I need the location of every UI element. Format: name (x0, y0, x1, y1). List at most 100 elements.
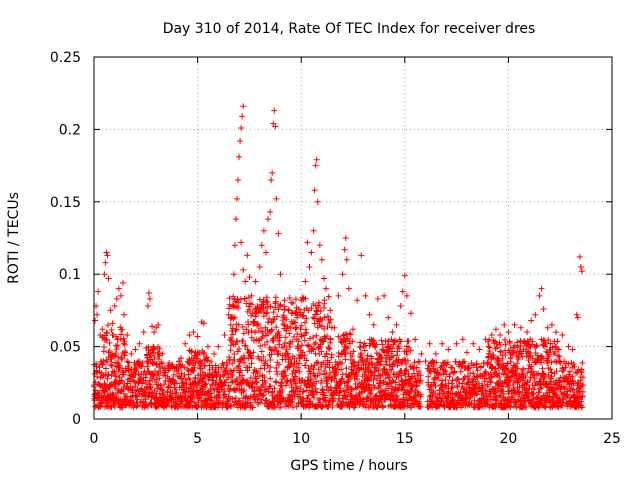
dense-data-band (90, 293, 587, 411)
dense-point-914 (228, 334, 235, 341)
data-point-71 (269, 169, 276, 176)
dense-point-929 (230, 315, 237, 322)
dense-point-2338 (417, 372, 424, 379)
dense-point-2132 (388, 383, 395, 390)
dense-point-801 (209, 364, 216, 371)
data-point-25 (145, 290, 152, 297)
dense-point-2620 (472, 385, 479, 392)
dense-point-2043 (376, 361, 383, 368)
dense-point-2207 (398, 372, 405, 379)
dense-point-1063 (247, 350, 254, 357)
dense-point-1822 (347, 331, 354, 338)
dense-point-2109 (385, 374, 392, 381)
data-point-103 (345, 285, 352, 292)
dense-point-2980 (522, 374, 529, 381)
dense-point-1136 (257, 343, 264, 350)
dense-point-390 (148, 400, 155, 407)
dense-point-834 (215, 388, 222, 395)
dense-point-1616 (319, 337, 326, 344)
data-point-24 (144, 303, 151, 310)
dense-point-2246 (403, 366, 410, 373)
dense-point-2759 (494, 344, 501, 351)
dense-point-2789 (497, 393, 504, 400)
data-point-137 (505, 329, 512, 336)
dense-point-588 (179, 379, 186, 386)
data-point-2 (94, 311, 101, 318)
dense-point-1191 (263, 294, 270, 301)
dense-point-1339 (283, 372, 290, 379)
dense-point-384 (147, 383, 154, 390)
data-point-140 (524, 329, 531, 336)
dense-point-1303 (278, 379, 285, 386)
data-point-6 (101, 271, 108, 278)
dense-point-1685 (328, 354, 335, 361)
data-point-76 (275, 230, 282, 237)
dense-point-2732 (490, 352, 497, 359)
data-point-70 (268, 177, 275, 184)
dense-point-1189 (264, 309, 271, 316)
dense-point-1782 (342, 356, 349, 363)
axes: 0 5 10 15 20 25 0 0.05 0.1 0.15 0.2 0.25 (50, 50, 621, 447)
dense-point-1220 (268, 327, 275, 334)
dense-point-1065 (247, 399, 254, 406)
dense-point-77 (102, 365, 109, 372)
data-point-145 (540, 305, 547, 312)
dense-point-2714 (487, 379, 494, 386)
dense-point-2107 (385, 385, 392, 392)
dense-point-1526 (307, 370, 314, 377)
dense-point-1376 (288, 360, 295, 367)
dense-point-2605 (470, 370, 477, 377)
dense-point-2623 (473, 381, 480, 388)
dense-point-2916 (514, 365, 521, 372)
data-point-92 (316, 242, 323, 249)
dense-point-1467 (299, 313, 306, 320)
dense-point-189 (117, 388, 124, 395)
dense-point-677 (192, 375, 199, 382)
dense-point-2423 (438, 381, 445, 388)
dense-point-828 (214, 372, 221, 379)
data-point-98 (335, 292, 342, 299)
dense-point-1643 (322, 394, 329, 401)
dense-point-1748 (338, 366, 345, 373)
dense-point-1159 (259, 328, 266, 335)
data-point-54 (238, 124, 245, 131)
data-point-82 (298, 297, 305, 304)
dense-point-226 (121, 348, 128, 355)
data-point-156 (578, 268, 585, 275)
dense-point-3065 (533, 342, 540, 349)
dense-point-383 (147, 356, 154, 363)
data-point-125 (439, 340, 446, 347)
dense-point-237 (124, 393, 131, 400)
dense-point-3167 (546, 349, 553, 356)
dense-point-803 (210, 372, 217, 379)
data-point-109 (370, 321, 377, 328)
dense-point-1139 (257, 391, 264, 398)
dense-point-2898 (511, 387, 518, 394)
dense-point-90 (104, 375, 111, 382)
dense-point-1052 (246, 364, 253, 371)
dense-point-1144 (258, 357, 265, 364)
data-point-84 (304, 239, 311, 246)
dense-point-3227 (554, 403, 561, 410)
dense-point-1484 (302, 362, 309, 369)
dense-point-1548 (310, 388, 317, 395)
dense-point-2187 (395, 373, 402, 380)
dense-point-2330 (416, 398, 423, 405)
dense-point-787 (207, 385, 214, 392)
data-point-4 (97, 332, 104, 339)
dense-point-1481 (301, 337, 308, 344)
dense-point-2337 (417, 391, 424, 398)
dense-point-1291 (276, 334, 283, 341)
dense-point-1410 (292, 380, 299, 387)
dense-point-2062 (379, 341, 386, 348)
dense-point-2503 (452, 358, 459, 365)
dense-point-67 (101, 380, 108, 387)
dense-point-1714 (333, 370, 340, 377)
dense-point-1429 (295, 364, 302, 371)
dense-point-50 (99, 361, 106, 368)
dense-point-1596 (316, 370, 323, 377)
dense-point-2307 (412, 392, 419, 399)
dense-point-1385 (289, 398, 296, 405)
dense-point-3157 (545, 336, 552, 343)
dense-point-1227 (268, 351, 275, 358)
